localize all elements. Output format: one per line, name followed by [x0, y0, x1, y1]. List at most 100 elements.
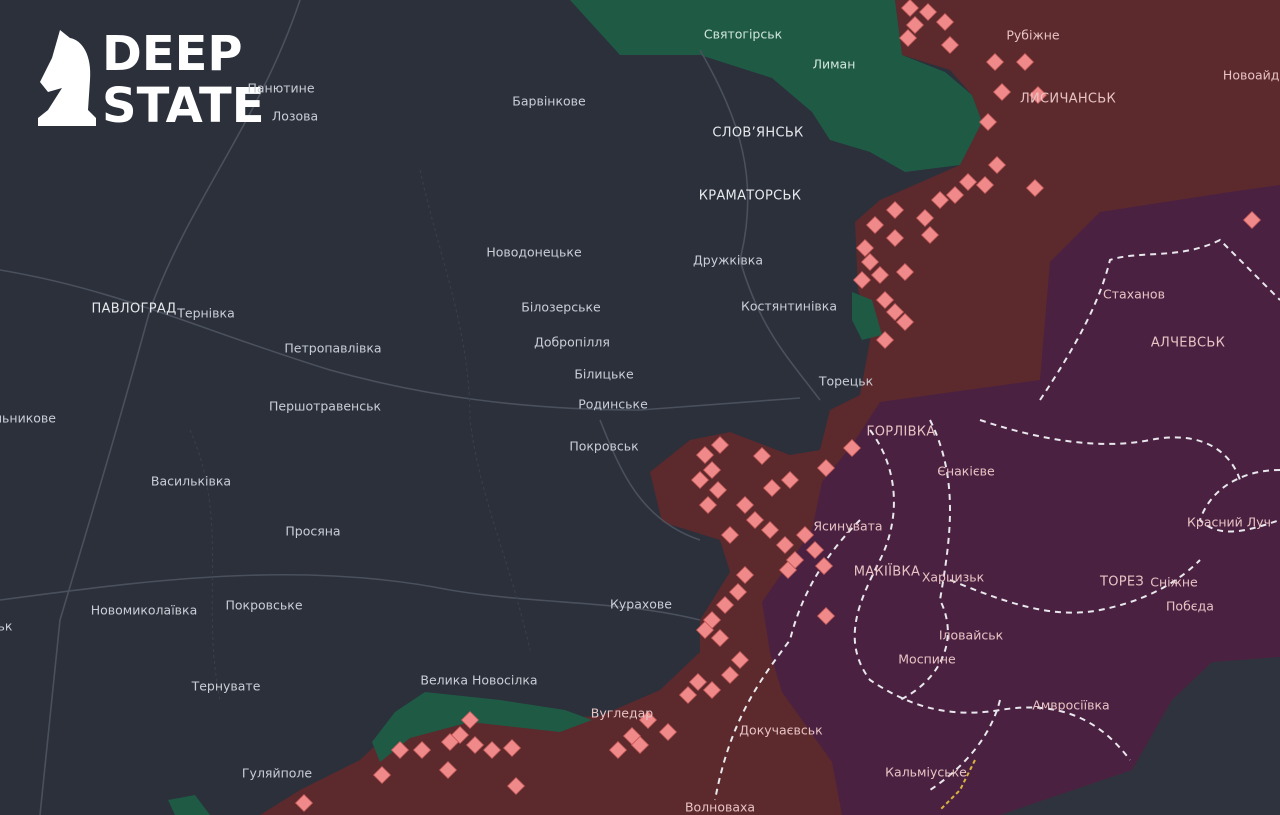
railway: [1198, 469, 1280, 533]
place-label: Курахове: [610, 597, 672, 612]
battle-marker: [1242, 210, 1262, 230]
battle-marker: [710, 628, 730, 648]
battle-marker: [630, 735, 650, 755]
battle-marker: [710, 435, 730, 455]
battle-marker: [688, 672, 708, 692]
place-label: Амвросіївка: [1032, 698, 1109, 713]
battle-marker: [795, 525, 815, 545]
place-label: ПАВЛОГРАД: [91, 302, 176, 317]
place-label: Гуляйполе: [242, 766, 312, 781]
place-label: Моспине: [898, 652, 956, 667]
battle-marker: [775, 535, 795, 555]
battle-marker: [978, 112, 998, 132]
battle-marker: [702, 680, 722, 700]
battle-marker: [762, 478, 782, 498]
place-label: Добропілля: [534, 335, 610, 350]
battle-marker: [752, 446, 772, 466]
battle-marker: [608, 740, 628, 760]
battle-marker: [945, 185, 965, 205]
battle-marker: [702, 460, 722, 480]
battle-marker: [814, 556, 834, 576]
battle-marker: [855, 238, 875, 258]
battle-marker: [728, 582, 748, 602]
place-label: Лиман: [813, 57, 856, 72]
battle-marker: [816, 458, 836, 478]
battle-marker: [390, 740, 410, 760]
battle-marker: [918, 2, 938, 22]
battle-marker: [502, 738, 522, 758]
place-label: Костянтинівка: [741, 299, 837, 314]
place-label: Докучаєвськ: [739, 723, 823, 738]
battle-marker: [482, 740, 502, 760]
place-label: Першотравенськ: [269, 399, 381, 414]
occupied-before-2022: [762, 185, 1280, 815]
place-label: Харцизьк: [922, 570, 985, 585]
border-line: [189, 429, 221, 701]
liberated-area: [168, 795, 210, 815]
railway: [1039, 238, 1280, 401]
place-label: Покровськ: [569, 439, 639, 454]
place-label: Стаханов: [1103, 287, 1165, 302]
battle-marker: [780, 470, 800, 490]
liberated-area: [570, 0, 982, 172]
place-label: Дружківка: [693, 253, 763, 268]
battle-marker: [865, 215, 885, 235]
place-label: льникове: [0, 411, 56, 426]
liberated-area: [852, 292, 882, 340]
battle-marker: [506, 776, 526, 796]
place-label: АЛЧЕВСЬК: [1151, 336, 1225, 351]
battle-marker: [860, 252, 880, 272]
battle-marker: [678, 685, 698, 705]
battle-marker: [465, 735, 485, 755]
battle-marker: [720, 525, 740, 545]
border-line: [419, 169, 531, 651]
battle-marker: [438, 760, 458, 780]
place-label: СЛОВ’ЯНСЬК: [712, 126, 803, 141]
battle-marker: [658, 722, 678, 742]
place-label: Тернувате: [191, 679, 261, 694]
battle-marker: [900, 0, 920, 18]
battle-marker: [735, 495, 755, 515]
place-label: Рубіжне: [1006, 28, 1060, 43]
battle-marker: [975, 175, 995, 195]
battle-marker: [842, 438, 862, 458]
place-label: Покровське: [225, 598, 302, 613]
battle-marker: [745, 510, 765, 530]
marker-layer: [294, 0, 1262, 813]
railway: [979, 419, 1241, 481]
place-label: Новоайда: [1223, 68, 1280, 83]
battle-marker: [895, 262, 915, 282]
battle-marker: [805, 540, 825, 560]
place-label: Родинське: [578, 397, 648, 412]
place-label: Новомиколаївка: [91, 603, 198, 618]
railway: [714, 519, 861, 801]
battle-marker: [638, 710, 658, 730]
battle-marker: [730, 650, 750, 670]
place-label: Барвінкове: [512, 94, 586, 109]
battle-marker: [760, 520, 780, 540]
battle-marker: [412, 740, 432, 760]
logo: DEEP STATE: [38, 26, 265, 134]
place-label: Волноваха: [685, 800, 755, 815]
place-label: ьк: [0, 619, 13, 634]
battle-marker: [294, 793, 314, 813]
boundary-line: [939, 759, 976, 811]
battle-marker: [695, 620, 715, 640]
battle-marker: [985, 52, 1005, 72]
battle-marker: [875, 330, 895, 350]
battle-marker: [920, 225, 940, 245]
battle-marker: [940, 35, 960, 55]
logo-icon: [38, 30, 96, 126]
road: [0, 269, 801, 411]
logo-text: DEEP: [102, 26, 243, 82]
railway: [929, 699, 1001, 791]
place-label: Васильківка: [151, 474, 231, 489]
battle-marker: [816, 606, 836, 626]
place-label: Торецьк: [818, 374, 874, 389]
place-label: Побєда: [1166, 599, 1214, 614]
place-label: МАКІЇВКА: [854, 564, 920, 580]
place-label: Єнакієве: [937, 464, 995, 479]
battle-marker: [915, 208, 935, 228]
road: [599, 419, 701, 541]
